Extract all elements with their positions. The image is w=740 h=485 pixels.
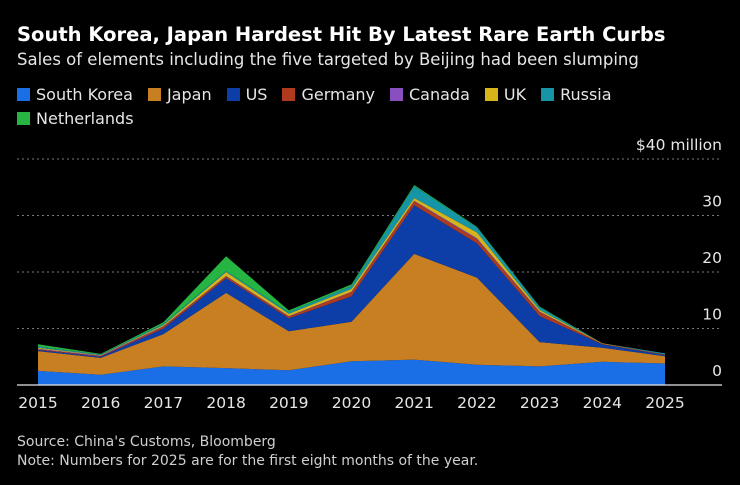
- footnote: Note: Numbers for 2025 are for the first…: [17, 453, 479, 469]
- chart-title: South Korea, Japan Hardest Hit By Latest…: [17, 23, 666, 46]
- legend-item-germany: Germany: [282, 83, 375, 105]
- x-tick-label: 2018: [206, 394, 245, 412]
- legend-swatch: [282, 87, 296, 101]
- y-tick-label: 10: [702, 306, 722, 324]
- legend-item-netherlands: Netherlands: [17, 107, 134, 129]
- y-tick-label: $40 million: [636, 136, 722, 154]
- legend-label: US: [245, 84, 268, 104]
- legend-swatch: [226, 87, 240, 101]
- legend-item-russia: Russia: [541, 83, 612, 105]
- x-tick-label: 2016: [81, 394, 120, 412]
- legend-label: UK: [503, 84, 527, 104]
- legend-item-japan: Japan: [147, 83, 212, 105]
- legend-swatch: [541, 87, 555, 101]
- legend-swatch: [17, 87, 30, 101]
- x-tick-label: 2017: [144, 394, 183, 412]
- y-tick-label: 30: [702, 193, 722, 211]
- area-japan: [38, 253, 665, 375]
- chart-subtitle: Sales of elements including the five tar…: [17, 50, 639, 69]
- legend-label: Russia: [560, 84, 612, 104]
- chart-legend: South Korea Japan US Germany Canada UK Russia N…: [17, 83, 717, 129]
- area-south-korea: [38, 359, 665, 385]
- x-tick-label: 2021: [394, 394, 433, 412]
- x-tick-label: 2015: [18, 394, 57, 412]
- legend-item-canada: Canada: [390, 83, 470, 105]
- legend-item-us: US: [226, 83, 268, 105]
- legend-swatch: [484, 87, 498, 101]
- legend-swatch: [390, 87, 403, 101]
- x-tick-label: 2020: [332, 394, 371, 412]
- x-tick-label: 2022: [457, 394, 496, 412]
- legend-label: Germany: [301, 84, 375, 104]
- x-tick-label: 2019: [269, 394, 308, 412]
- legend-item-south-korea: South Korea: [17, 83, 133, 105]
- legend-label: Canada: [409, 84, 470, 104]
- legend-item-uk: UK: [484, 83, 527, 105]
- legend-label: South Korea: [36, 84, 133, 104]
- chart-footer: Source: China's Customs, Bloomberg Note:…: [17, 433, 478, 471]
- source-note: Source: China's Customs, Bloomberg: [17, 434, 276, 450]
- legend-swatch: [147, 87, 161, 101]
- y-tick-label: 0: [712, 362, 722, 380]
- legend-label: Netherlands: [36, 108, 134, 128]
- legend-label: Japan: [166, 84, 212, 104]
- legend-swatch: [17, 111, 30, 125]
- x-tick-label: 2025: [645, 394, 684, 412]
- x-tick-label: 2024: [583, 394, 622, 412]
- x-tick-label: 2023: [520, 394, 559, 412]
- y-tick-label: 20: [702, 249, 722, 267]
